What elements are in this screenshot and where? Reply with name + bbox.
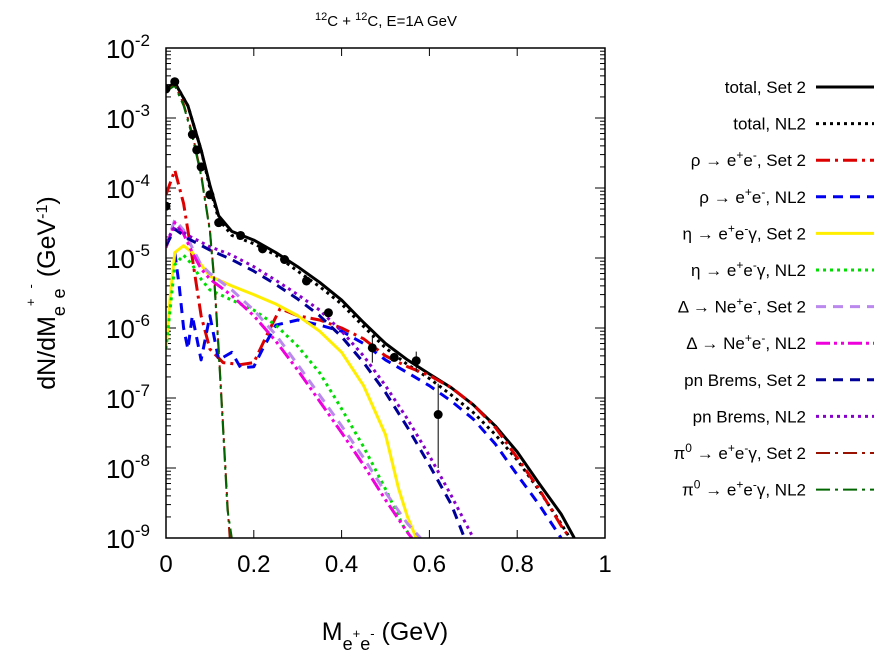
y-axis-label: dN/dMe+e- (GeV-1) xyxy=(23,196,69,389)
series-line-8 xyxy=(166,227,466,538)
data-point xyxy=(258,244,268,254)
legend: total, Set 2 total, NL2 ρ → e+e-, Set 2 ρ →… xyxy=(674,78,874,500)
legend-label-11: π0 → e+e-γ, NL2 xyxy=(682,478,806,500)
data-point xyxy=(187,130,197,140)
data-point xyxy=(166,201,171,211)
data-point xyxy=(433,410,443,420)
legend-label-6: Δ → Ne+e-, Set 2 xyxy=(678,295,806,317)
x-tick-label: 0.8 xyxy=(501,551,534,578)
data-point xyxy=(280,255,290,265)
experimental-points xyxy=(166,77,443,468)
data-point xyxy=(301,276,311,286)
data-point xyxy=(192,145,202,155)
series-line-4 xyxy=(166,244,418,538)
data-point xyxy=(214,218,224,228)
y-tick-label: 10-7 xyxy=(106,381,150,414)
legend-label-0: total, Set 2 xyxy=(725,78,806,97)
data-point xyxy=(196,162,206,172)
x-tick-label: 0 xyxy=(159,551,172,578)
chart-title: 12C + 12C, E=1A GeV xyxy=(315,11,457,30)
legend-label-9: pn Brems, NL2 xyxy=(693,407,806,426)
legend-label-1: total, NL2 xyxy=(733,115,806,134)
legend-label-8: pn Brems, Set 2 xyxy=(684,371,806,390)
x-tick-label: 0.2 xyxy=(237,551,270,578)
series-line-1 xyxy=(166,81,572,538)
legend-label-3: ρ → e+e-, NL2 xyxy=(699,185,806,207)
y-tick-label: 10-6 xyxy=(106,311,150,344)
series-line-3 xyxy=(173,252,563,538)
y-tick-label: 10-8 xyxy=(106,451,150,484)
data-point xyxy=(411,356,421,366)
data-point xyxy=(166,84,171,94)
legend-label-7: Δ → Ne+e-, NL2 xyxy=(686,331,806,353)
legend-label-4: η → e+e-γ, Set 2 xyxy=(683,221,806,243)
data-point xyxy=(205,190,215,200)
series-line-2 xyxy=(166,168,572,538)
legend-label-5: η → e+e-γ, NL2 xyxy=(691,258,806,280)
series-line-11 xyxy=(166,84,233,538)
y-tick-label: 10-2 xyxy=(106,31,150,64)
series-line-7 xyxy=(166,221,413,538)
data-point xyxy=(323,308,333,318)
data-point xyxy=(236,230,246,240)
data-point xyxy=(170,77,180,87)
legend-label-2: ρ → e+e-, Set 2 xyxy=(691,148,806,170)
legend-label-10: π0 → e+e-γ, Set 2 xyxy=(674,441,806,463)
x-tick-label: 0.6 xyxy=(413,551,446,578)
y-tick-label: 10-3 xyxy=(106,101,150,134)
series-lines xyxy=(166,81,576,538)
axis-ticks: 0 0.2 0.4 0.6 0.8 1 10-9 10-8 10-7 10-6 10-5 10-4 10… xyxy=(106,31,612,578)
data-point xyxy=(367,343,377,353)
y-tick-label: 10-9 xyxy=(106,521,150,554)
series-line-5 xyxy=(166,253,414,538)
plot-frame xyxy=(165,47,606,539)
y-tick-label: 10-4 xyxy=(106,171,150,204)
y-tick-label: 10-5 xyxy=(106,241,150,274)
x-tick-label: 0.4 xyxy=(325,551,358,578)
x-axis-label: Me+e- (GeV) xyxy=(322,618,448,654)
x-tick-label: 1 xyxy=(598,551,611,578)
data-point xyxy=(389,352,399,362)
